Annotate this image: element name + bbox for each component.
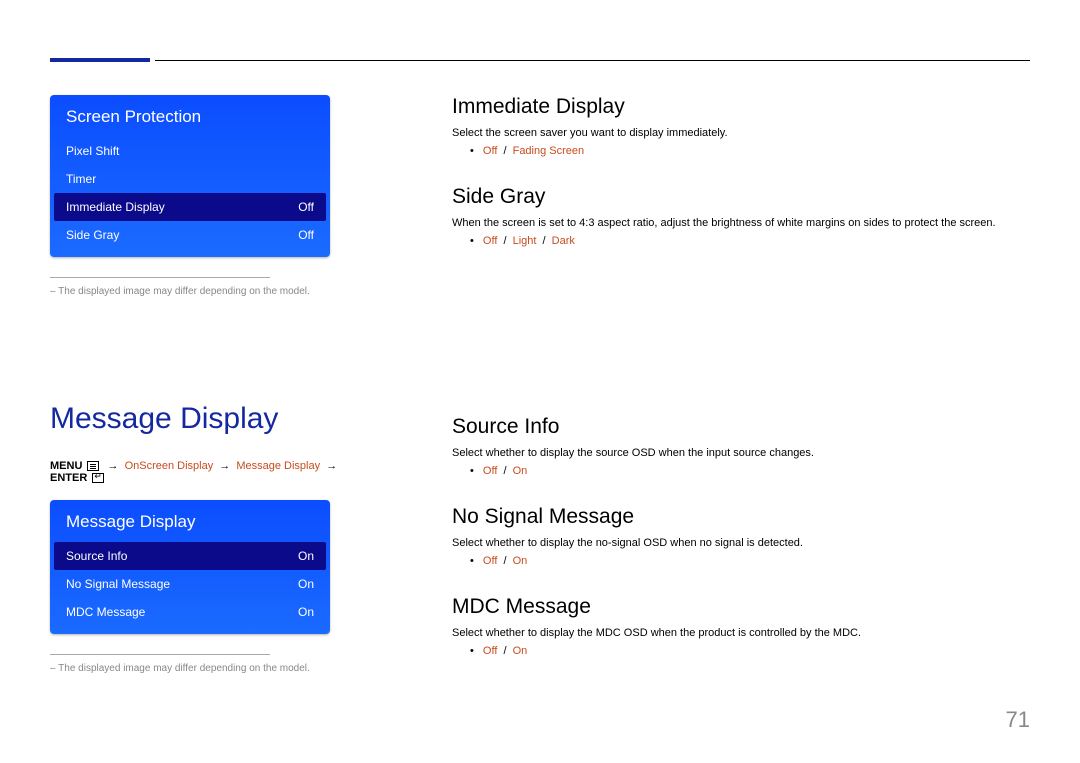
options-row: • Off / On [452,645,1032,657]
note-rule [50,277,270,278]
option: On [513,555,528,567]
osd-item-label: Pixel Shift [66,144,119,158]
separator: / [500,555,509,567]
option: Off [483,235,497,247]
osd-item-value: Off [298,200,314,214]
page-number: 71 [1006,707,1030,733]
osd-item-value: Off [298,228,314,242]
osd-item-label: No Signal Message [66,577,170,591]
option: Dark [552,235,575,247]
section-heading-immediate-display: Immediate Display [452,95,1032,119]
osd-screen-protection: Screen Protection Pixel Shift Timer Imme… [50,95,330,257]
separator: / [500,235,509,247]
section-heading-source-info: Source Info [452,415,1032,439]
breadcrumb-link: Message Display [236,460,320,472]
osd-item-label: Side Gray [66,228,119,242]
osd-title: Screen Protection [50,95,330,137]
option: On [513,465,528,477]
osd-message-display: Message Display Source Info On No Signal… [50,500,330,634]
osd-title: Message Display [50,500,330,542]
section-body: Select whether to display the no-signal … [452,537,1032,549]
option: Off [483,645,497,657]
osd-item-pixel-shift[interactable]: Pixel Shift [50,137,330,165]
options-row: • Off / Light / Dark [452,235,1032,247]
section-body: Select the screen saver you want to disp… [452,127,1032,139]
left-column: Screen Protection Pixel Shift Timer Imme… [50,95,350,674]
separator: / [500,645,509,657]
osd-item-value: On [298,549,314,563]
menu-icon [87,461,99,471]
osd-item-label: MDC Message [66,605,145,619]
osd-item-label: Timer [66,172,96,186]
arrow-icon: → [105,460,122,472]
osd-item-label: Source Info [66,549,127,563]
right-column: Immediate Display Select the screen save… [452,95,1032,657]
osd-item-immediate-display[interactable]: Immediate Display Off [54,193,326,221]
osd-item-no-signal-message[interactable]: No Signal Message On [50,570,330,598]
bullet-icon: • [470,645,480,657]
option: Off [483,555,497,567]
note-rule [50,654,270,655]
arrow-icon: → [323,460,340,472]
bullet-icon: • [470,555,480,567]
arrow-icon: → [216,460,233,472]
options-row: • Off / On [452,555,1032,567]
option: Fading Screen [513,145,585,157]
note-text: – The displayed image may differ dependi… [50,286,350,297]
note-text: – The displayed image may differ dependi… [50,663,350,674]
section-body: Select whether to display the MDC OSD wh… [452,627,1032,639]
section-body: Select whether to display the source OSD… [452,447,1032,459]
section-body: When the screen is set to 4:3 aspect rat… [452,217,1032,229]
separator: / [500,145,509,157]
options-row: • Off / Fading Screen [452,145,1032,157]
bullet-icon: • [470,465,480,477]
separator: / [540,235,549,247]
header-accent-bar [50,58,150,62]
breadcrumb-prefix: MENU [50,460,82,472]
osd-item-label: Immediate Display [66,200,165,214]
options-row: • Off / On [452,465,1032,477]
bullet-icon: • [470,145,480,157]
osd-item-source-info[interactable]: Source Info On [54,542,326,570]
osd-item-timer[interactable]: Timer [50,165,330,193]
osd-item-side-gray[interactable]: Side Gray Off [50,221,330,249]
breadcrumb-suffix: ENTER [50,472,87,484]
separator: / [500,465,509,477]
osd-item-value: On [298,577,314,591]
bullet-icon: • [470,235,480,247]
breadcrumb-link: OnScreen Display [125,460,214,472]
option: Off [483,465,497,477]
osd-item-mdc-message[interactable]: MDC Message On [50,598,330,626]
option: Light [513,235,537,247]
section-heading-no-signal-message: No Signal Message [452,505,1032,529]
section-heading-side-gray: Side Gray [452,185,1032,209]
header-rule [155,60,1030,61]
enter-icon [92,473,104,483]
section-heading-mdc-message: MDC Message [452,595,1032,619]
option: Off [483,145,497,157]
option: On [513,645,528,657]
osd-item-value: On [298,605,314,619]
breadcrumb: MENU → OnScreen Display → Message Displa… [50,460,350,484]
page-heading-message-display: Message Display [50,402,350,436]
